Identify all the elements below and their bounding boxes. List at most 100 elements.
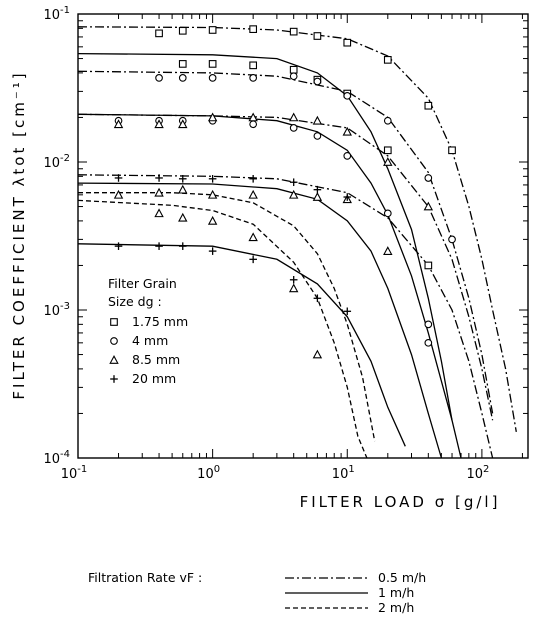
fit-curve-dashdot — [77, 174, 494, 459]
data-markers — [113, 25, 456, 359]
plus-data-point — [343, 307, 352, 316]
triangle-data-point — [113, 119, 124, 129]
circle-legend-marker — [110, 337, 118, 345]
plus-data-point — [249, 174, 257, 183]
plus-data-point — [178, 242, 187, 250]
square-data-point — [313, 32, 322, 40]
circle-data-point — [313, 77, 322, 86]
grain-legend-label: 4 mm — [132, 333, 168, 348]
plus-data-point — [313, 185, 322, 194]
circle-data-point — [178, 74, 187, 82]
x-tick-label: 100 — [197, 464, 220, 482]
y-tick-label: 10-2 — [43, 153, 70, 171]
circle-data-point — [289, 72, 298, 81]
filtration-rate-legend: Filtration Rate vF : 0.5 m/h1 m/h2 m/h — [88, 570, 426, 615]
y-tick-label: 10-1 — [43, 5, 70, 23]
fit-curve-solid — [77, 52, 453, 421]
plus-data-point — [313, 294, 322, 303]
grain-legend-subtitle: Size dg : — [108, 294, 162, 309]
plus-data-point — [155, 242, 163, 250]
x-tick-label: 10-1 — [61, 464, 88, 482]
square-data-point — [383, 146, 392, 155]
square-data-point — [289, 27, 298, 36]
triangle-data-point — [383, 157, 393, 166]
plus-data-point — [114, 174, 123, 182]
plus-data-point — [208, 247, 217, 255]
square-data-point — [249, 25, 258, 34]
triangle-data-point — [207, 189, 218, 199]
triangle-data-point — [113, 189, 124, 199]
rate-legend-label: 2 m/h — [378, 600, 414, 615]
grain-legend-label: 20 mm — [132, 371, 176, 386]
square-data-point — [249, 61, 258, 70]
grain-size-legend: Filter Grain Size dg : 1.75 mm 4 mm 8.5 mm 20… — [108, 276, 188, 386]
rate-legend-label: 1 m/h — [378, 585, 414, 600]
circle-data-point — [424, 320, 433, 329]
triangle-data-point — [248, 189, 258, 199]
y-tick-label: 10-3 — [43, 301, 70, 319]
triangle-data-point — [312, 115, 323, 125]
triangle-data-point — [383, 246, 393, 255]
triangle-data-point — [312, 349, 323, 359]
fit-curve-dashed — [78, 192, 376, 442]
triangle-data-point — [178, 184, 188, 194]
triangle-data-point — [154, 119, 164, 129]
plus-data-point — [289, 178, 298, 187]
circle-data-point — [249, 120, 258, 129]
triangle-data-point — [154, 208, 164, 218]
triangle-data-point — [207, 112, 218, 122]
circle-data-point — [155, 74, 163, 82]
triangle-data-point — [248, 232, 258, 242]
circle-data-point — [383, 116, 392, 125]
rate-legend-title: Filtration Rate vF : — [88, 570, 202, 585]
square-data-point — [424, 101, 433, 110]
square-data-point — [208, 60, 217, 68]
square-data-point — [343, 38, 352, 47]
y-axis-title: FILTER COEFFICIENT λtot [cm⁻¹] — [10, 70, 28, 399]
y-tick-label: 10-4 — [43, 449, 70, 467]
plus-data-point — [343, 193, 352, 201]
circle-data-point — [448, 235, 456, 244]
triangle-data-point — [207, 215, 218, 225]
plus-data-point — [289, 275, 298, 284]
plus-data-point — [208, 174, 217, 183]
square-data-point — [208, 26, 217, 34]
x-tick-label: 101 — [332, 464, 355, 482]
plot-frame — [77, 13, 529, 459]
x-axis-title: FILTER LOAD σ [g/l] — [300, 493, 501, 511]
circle-data-point — [208, 74, 217, 82]
plus-data-point — [155, 174, 163, 182]
fit-curve-solid — [77, 243, 406, 447]
plus-data-point — [114, 242, 123, 250]
grain-legend-label: 8.5 mm — [132, 352, 180, 367]
axes: 10-1 100 101 102 10-4 10-3 10-2 10-1 — [43, 5, 528, 482]
square-data-point — [289, 65, 298, 74]
circle-data-point — [249, 74, 258, 82]
fit-curve-solid — [77, 182, 443, 459]
plus-data-point — [178, 174, 187, 183]
circle-data-point — [289, 124, 298, 132]
x-tick-label: 102 — [466, 464, 489, 482]
plot-area — [77, 13, 529, 459]
circle-data-point — [313, 132, 322, 140]
rate-legend-label: 0.5 m/h — [378, 570, 426, 585]
circle-data-point — [424, 338, 433, 347]
square-data-point — [155, 29, 163, 38]
plus-data-point — [249, 255, 257, 264]
square-data-point — [178, 60, 187, 68]
triangle-legend-marker — [109, 355, 119, 364]
square-data-point — [383, 56, 392, 64]
fit-curve-dashdot — [77, 113, 494, 421]
circle-data-point — [424, 174, 433, 182]
triangle-data-point — [288, 112, 299, 122]
square-data-point — [424, 261, 433, 270]
triangle-data-point — [288, 189, 299, 199]
grain-legend-label: 1.75 mm — [132, 314, 188, 329]
square-legend-marker — [110, 318, 118, 326]
triangle-data-point — [178, 119, 188, 129]
circle-data-point — [343, 91, 352, 100]
plus-legend-marker — [110, 375, 118, 383]
grain-legend-title: Filter Grain — [108, 276, 177, 291]
square-data-point — [448, 146, 456, 155]
